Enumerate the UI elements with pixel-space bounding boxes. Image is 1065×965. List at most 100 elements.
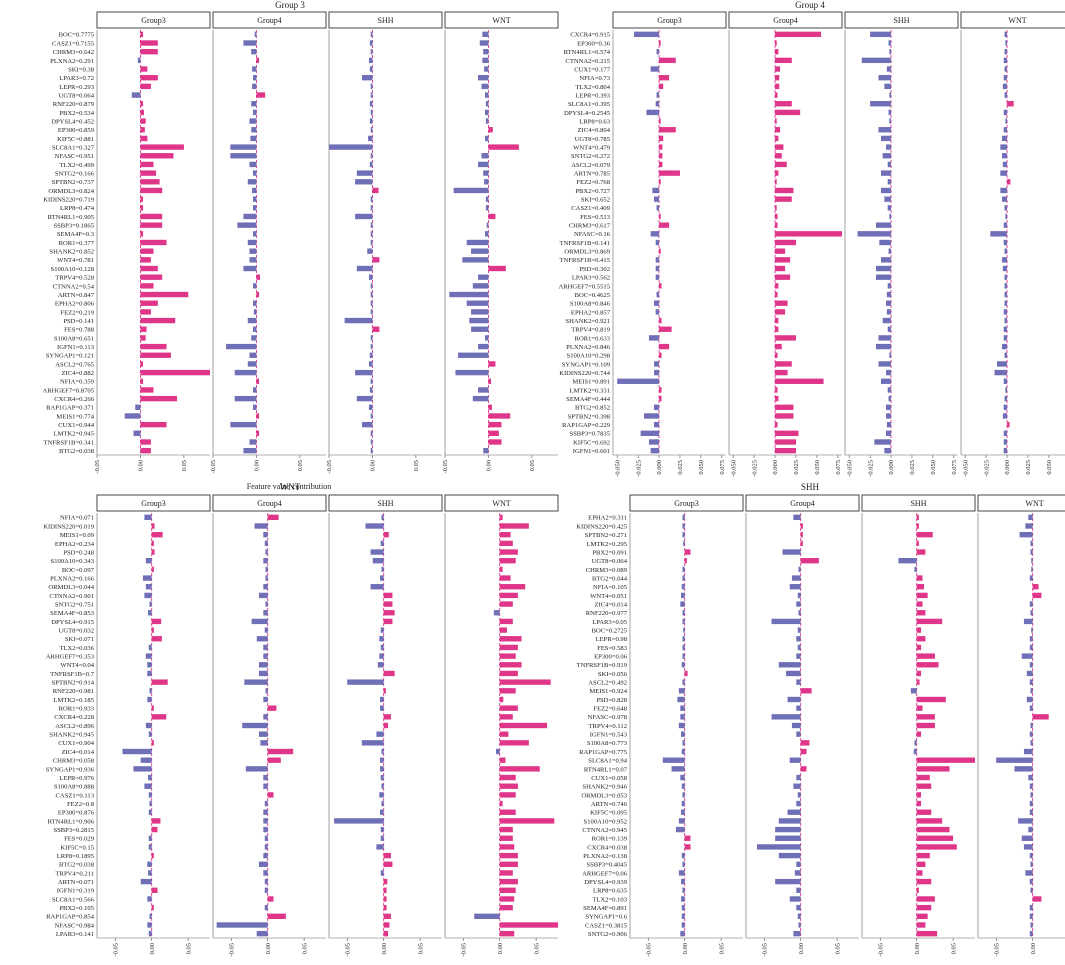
category-label: ARHGEF7=0.5515 bbox=[558, 283, 610, 290]
category-label: SHANK2=0.852 bbox=[49, 249, 94, 256]
bar bbox=[654, 421, 660, 428]
category-label: RNF220=0.977 bbox=[586, 610, 628, 617]
bar bbox=[1007, 101, 1014, 107]
category-label: TRPV4=0.112 bbox=[589, 723, 627, 730]
bar bbox=[797, 644, 801, 651]
category-label: SEMA4F=0.444 bbox=[566, 396, 611, 403]
bar bbox=[1029, 930, 1033, 937]
x-tick-label: -0.025 bbox=[635, 460, 642, 477]
bar bbox=[149, 688, 152, 694]
bar bbox=[914, 566, 917, 573]
bar bbox=[362, 421, 373, 428]
bar bbox=[256, 413, 260, 419]
bar bbox=[151, 826, 158, 833]
bar bbox=[131, 92, 141, 98]
bar bbox=[796, 705, 801, 711]
bar bbox=[775, 361, 792, 367]
bar bbox=[682, 792, 685, 798]
category-label: NFIA=0.73 bbox=[579, 75, 610, 82]
bar bbox=[775, 118, 777, 124]
x-tick-label: 0.05 bbox=[533, 943, 540, 954]
bar bbox=[151, 740, 154, 746]
x-tick-label: 0.00 bbox=[798, 943, 805, 954]
bar bbox=[1003, 430, 1008, 437]
bar bbox=[682, 636, 685, 642]
bar bbox=[682, 566, 685, 573]
bar bbox=[484, 66, 489, 72]
category-label: TNFRSF1B=0.919 bbox=[577, 662, 628, 669]
bar bbox=[472, 395, 489, 402]
bar bbox=[1003, 326, 1008, 332]
category-label: RTN4RL1=0.07 bbox=[584, 766, 628, 773]
bar bbox=[499, 584, 526, 590]
bar bbox=[683, 627, 685, 633]
bar bbox=[775, 170, 779, 176]
category-label: LPAR3=0.05 bbox=[592, 619, 628, 626]
bar bbox=[1028, 514, 1033, 521]
bar bbox=[148, 792, 152, 798]
bar bbox=[145, 722, 152, 729]
bar bbox=[916, 930, 938, 937]
category-label: S100A10=0.952 bbox=[584, 818, 627, 825]
bar bbox=[383, 896, 387, 902]
category-label: ARHGEF7=0.353 bbox=[46, 654, 95, 661]
bar bbox=[151, 566, 154, 573]
bar bbox=[247, 361, 257, 367]
bar bbox=[493, 610, 500, 616]
bar bbox=[775, 231, 842, 237]
bar bbox=[800, 740, 810, 746]
bar bbox=[681, 809, 685, 815]
bar bbox=[884, 447, 892, 454]
category-label: IGFN1=0.543 bbox=[590, 732, 628, 739]
bar bbox=[355, 179, 373, 185]
bar bbox=[264, 878, 268, 885]
bar bbox=[499, 549, 518, 555]
category-label: ROR1=0.933 bbox=[59, 706, 95, 713]
bar bbox=[140, 127, 145, 133]
bar bbox=[886, 369, 892, 376]
bar bbox=[484, 179, 489, 185]
bar bbox=[1004, 283, 1008, 289]
bar bbox=[263, 696, 268, 703]
bar bbox=[916, 800, 922, 807]
bar bbox=[1030, 792, 1033, 798]
bar bbox=[263, 584, 268, 590]
bar bbox=[887, 283, 892, 289]
bar bbox=[370, 283, 373, 289]
category-label: ZIC4=0.014 bbox=[595, 601, 628, 608]
bar bbox=[916, 705, 923, 711]
bar bbox=[252, 83, 257, 90]
bar bbox=[372, 257, 380, 263]
x-tick-label: 0.00 bbox=[914, 943, 921, 954]
bar bbox=[793, 930, 801, 937]
x-tick-label: 0.000 bbox=[772, 460, 779, 475]
category-label: CXCR4=0.038 bbox=[587, 844, 628, 851]
bar bbox=[659, 317, 662, 324]
bar bbox=[797, 913, 801, 920]
bar bbox=[798, 922, 801, 928]
category-label: ARTN=0.785 bbox=[574, 171, 611, 178]
bar bbox=[370, 309, 373, 315]
x-tick-label: -0.05 bbox=[442, 460, 449, 474]
category-label: LRP8=0.63 bbox=[579, 118, 610, 125]
bar bbox=[882, 153, 892, 159]
bar bbox=[916, 835, 954, 841]
bar bbox=[793, 783, 801, 789]
bar bbox=[1005, 213, 1008, 220]
x-tick-label: 0.05 bbox=[718, 943, 725, 954]
bar bbox=[682, 523, 685, 529]
bar bbox=[681, 783, 685, 789]
bar bbox=[252, 66, 257, 72]
bar bbox=[499, 783, 518, 789]
bar bbox=[775, 835, 801, 841]
category-label: NFIA=0.071 bbox=[60, 515, 94, 522]
bar bbox=[898, 558, 917, 564]
bar bbox=[380, 826, 384, 833]
bar bbox=[1007, 421, 1010, 428]
category-label: EPHA2=0.234 bbox=[55, 541, 95, 548]
chart-title: Group 3 bbox=[275, 0, 305, 10]
category-label: SYNGAP1=0.121 bbox=[46, 353, 94, 360]
facet-label: Group4 bbox=[257, 499, 281, 508]
bar bbox=[797, 592, 801, 599]
category-label: TRPV4=0.819 bbox=[571, 327, 610, 334]
